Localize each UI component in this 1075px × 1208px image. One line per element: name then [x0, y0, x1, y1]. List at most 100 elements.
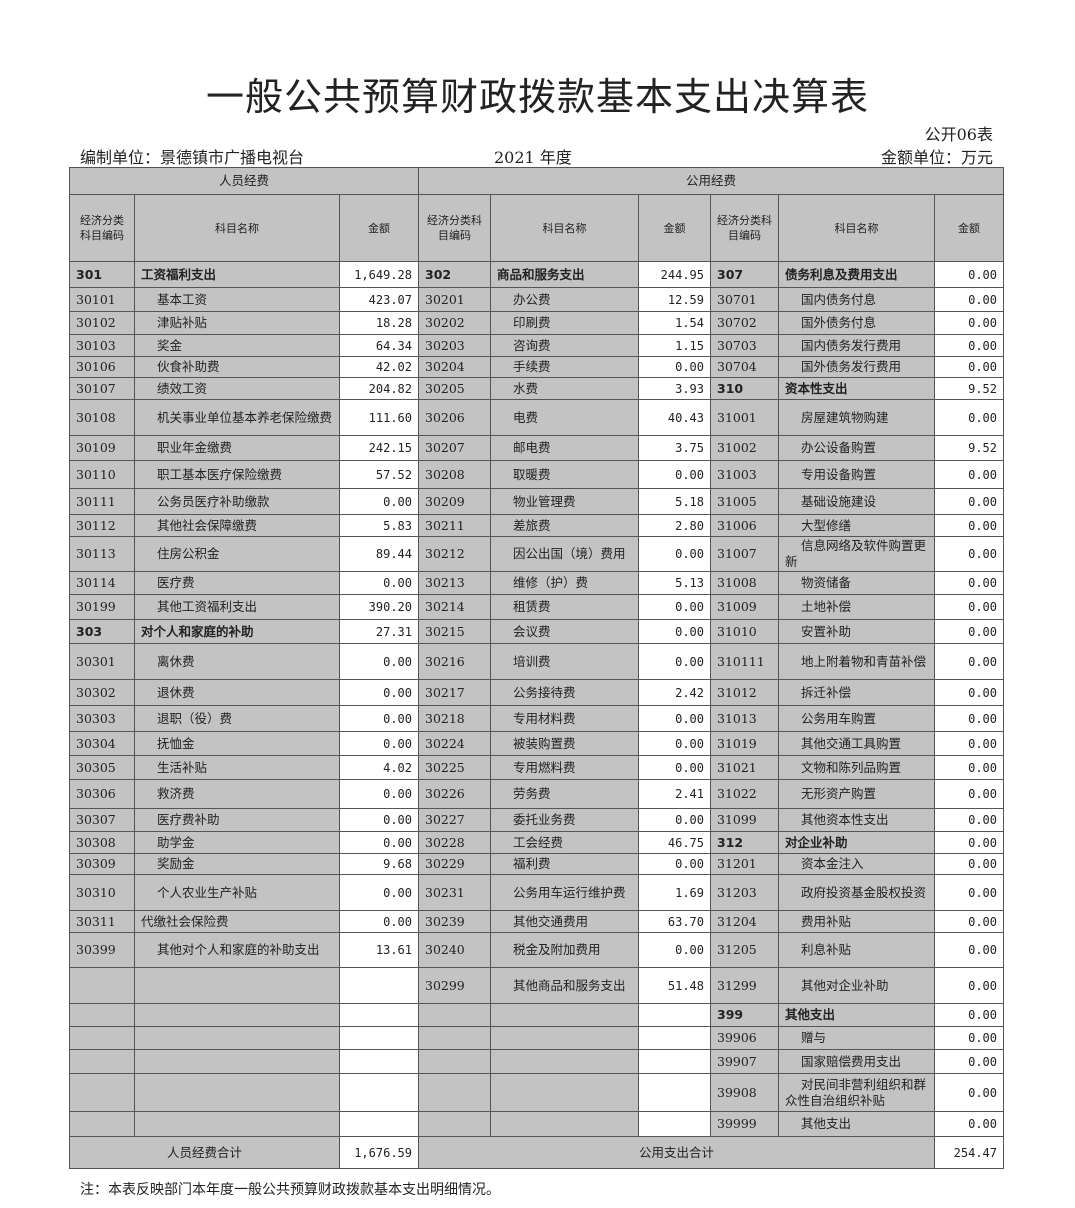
personnel-total-value: 1,676.59	[339, 1136, 419, 1169]
cell-code: 30239	[418, 910, 491, 933]
cell-name: 资本性支出	[778, 377, 935, 400]
table-row: 30111 公务员医疗补助缴款 0.00 30209 物业管理费 5.18 31005 基础设…	[69, 488, 1004, 515]
cell-amount: 1.54	[638, 311, 711, 335]
cell-code: 31002	[710, 435, 779, 461]
cell-code: 30224	[418, 731, 491, 756]
cell-code: 39906	[710, 1026, 779, 1050]
cell-code	[418, 1049, 491, 1074]
header-code: 经济分类科目编码	[69, 194, 135, 262]
cell-code: 30106	[69, 356, 135, 378]
cell-amount: 0.00	[934, 460, 1004, 489]
cell-name: 电费	[490, 399, 639, 436]
unit-label: 金额单位：万元	[880, 148, 993, 167]
cell-name: 其他支出	[778, 1111, 935, 1137]
table-row: 30299 其他商品和服务支出 51.48 31299 其他对企业补助 0.00	[69, 967, 1004, 1004]
cell-amount: 0.00	[934, 571, 1004, 595]
cell-code: 31204	[710, 910, 779, 933]
cell-amount: 0.00	[934, 831, 1004, 854]
table-row: 30302 退休费 0.00 30217 公务接待费 2.42 31012 拆迁补偿 0.00	[69, 679, 1004, 706]
totals-row: 人员经费合计 1,676.59 公用支出合计 254.47	[69, 1136, 1004, 1169]
cell-code: 312	[710, 831, 779, 854]
cell-name: 商品和服务支出	[490, 261, 639, 288]
cell-name: 其他交通工具购置	[778, 731, 935, 756]
cell-amount: 0.00	[339, 808, 419, 832]
cell-name: 退休费	[134, 679, 340, 706]
cell-amount: 0.00	[934, 967, 1004, 1004]
cell-name: 因公出国（境）费用	[490, 536, 639, 572]
table-row: 39999 其他支出 0.00	[69, 1111, 1004, 1137]
cell-amount: 42.02	[339, 356, 419, 378]
header-amount: 金额	[638, 194, 711, 262]
cell-amount: 0.00	[934, 1026, 1004, 1050]
cell-amount: 40.43	[638, 399, 711, 436]
table-row: 39908 对民间非营利组织和群众性自治组织补贴 0.00	[69, 1073, 1004, 1112]
cell-name: 物资储备	[778, 571, 935, 595]
table-row: 30308 助学金 0.00 30228 工会经费 46.75 312 对企业补助 0.00	[69, 831, 1004, 854]
header-name: 科目名称	[490, 194, 639, 262]
cell-name: 救济费	[134, 779, 340, 809]
table-row: 301 工资福利支出 1,649.28 302 商品和服务支出 244.95 307 债务利息…	[69, 261, 1004, 288]
table-row: 30113 住房公积金 89.44 30212 因公出国（境）费用 0.00 31007 信息…	[69, 536, 1004, 572]
cell-code	[69, 1049, 135, 1074]
cell-amount: 0.00	[638, 460, 711, 489]
cell-name: 奖励金	[134, 853, 340, 875]
cell-name: 奖金	[134, 334, 340, 357]
table-row: 30309 奖励金 9.68 30229 福利费 0.00 31201 资本金注入 0.00	[69, 853, 1004, 875]
table-row: 30107 绩效工资 204.82 30205 水费 3.93 310 资本性支出 9.52	[69, 377, 1004, 400]
cell-name	[134, 967, 340, 1004]
cell-amount: 0.00	[934, 514, 1004, 537]
cell-name: 国内债务付息	[778, 287, 935, 312]
personnel-total-label: 人员经费合计	[69, 1136, 340, 1169]
cell-code: 30114	[69, 571, 135, 595]
cell-amount: 3.93	[638, 377, 711, 400]
cell-code: 30108	[69, 399, 135, 436]
cell-name: 其他对个人和家庭的补助支出	[134, 932, 340, 968]
cell-name: 大型修缮	[778, 514, 935, 537]
cell-amount: 0.00	[934, 755, 1004, 780]
cell-code: 30111	[69, 488, 135, 515]
cell-code: 30311	[69, 910, 135, 933]
cell-amount: 0.00	[934, 1111, 1004, 1137]
cell-amount: 18.28	[339, 311, 419, 335]
cell-code: 303	[69, 619, 135, 644]
cell-code: 31019	[710, 731, 779, 756]
cell-name: 地上附着物和青苗补偿	[778, 643, 935, 680]
cell-code: 30214	[418, 594, 491, 620]
cell-name: 专用设备购置	[778, 460, 935, 489]
cell-name: 国内债务发行费用	[778, 334, 935, 357]
cell-code: 30226	[418, 779, 491, 809]
cell-amount: 0.00	[934, 932, 1004, 968]
cell-code: 31201	[710, 853, 779, 875]
public-total-label: 公用支出合计	[418, 1136, 935, 1169]
cell-code: 31013	[710, 705, 779, 732]
cell-amount: 204.82	[339, 377, 419, 400]
cell-code: 30308	[69, 831, 135, 854]
cell-amount: 63.70	[638, 910, 711, 933]
cell-amount: 390.20	[339, 594, 419, 620]
cell-name: 差旅费	[490, 514, 639, 537]
cell-name: 对企业补助	[778, 831, 935, 854]
cell-amount: 0.00	[934, 1073, 1004, 1112]
cell-amount: 0.00	[638, 594, 711, 620]
cell-amount: 89.44	[339, 536, 419, 572]
cell-name: 维修（护）费	[490, 571, 639, 595]
cell-name: 绩效工资	[134, 377, 340, 400]
cell-code	[69, 1073, 135, 1112]
cell-name: 其他商品和服务支出	[490, 967, 639, 1004]
cell-code: 30229	[418, 853, 491, 875]
cell-amount: 0.00	[339, 705, 419, 732]
cell-name: 办公设备购置	[778, 435, 935, 461]
cell-name: 其他支出	[778, 1003, 935, 1027]
cell-name: 工资福利支出	[134, 261, 340, 288]
header-personnel: 人员经费	[69, 167, 419, 195]
table-row: 30114 医疗费 0.00 30213 维修（护）费 5.13 31008 物资储备 0.00	[69, 571, 1004, 595]
cell-amount: 0.00	[934, 731, 1004, 756]
cell-code: 31005	[710, 488, 779, 515]
cell-code: 30103	[69, 334, 135, 357]
cell-amount: 64.34	[339, 334, 419, 357]
cell-code: 30204	[418, 356, 491, 378]
cell-code: 30215	[418, 619, 491, 644]
header-name: 科目名称	[134, 194, 340, 262]
cell-name: 医疗费补助	[134, 808, 340, 832]
cell-code: 30307	[69, 808, 135, 832]
